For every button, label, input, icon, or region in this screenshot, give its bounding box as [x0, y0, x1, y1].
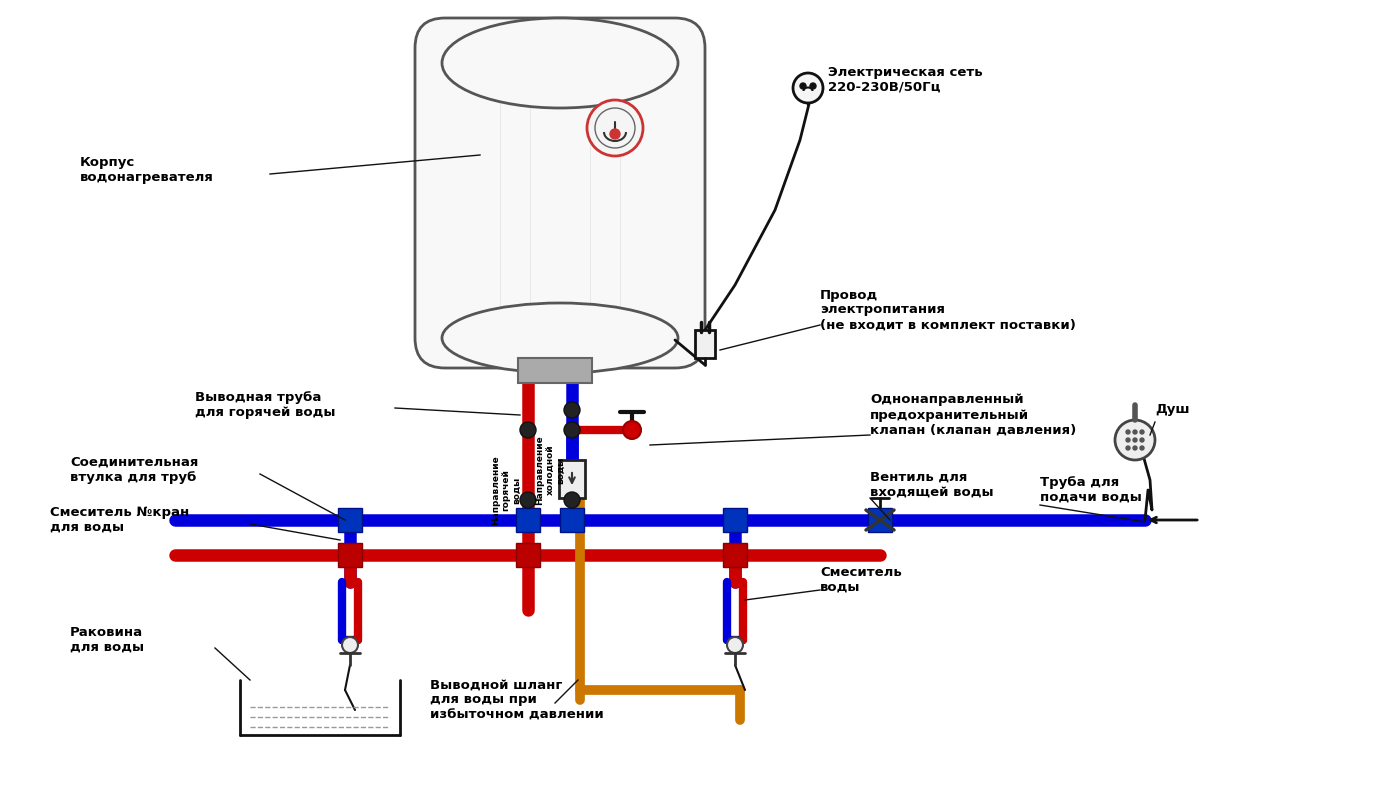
Text: Выводная труба
для горячей воды: Выводная труба для горячей воды — [195, 391, 335, 419]
Bar — [722, 543, 747, 567]
Circle shape — [565, 492, 580, 508]
Text: Однонаправленный
предохранительный
клапан (клапан давления): Однонаправленный предохранительный клапа… — [871, 394, 1077, 437]
Circle shape — [810, 83, 817, 89]
Bar — [338, 543, 363, 567]
Bar — [338, 508, 363, 532]
Circle shape — [595, 108, 635, 148]
Circle shape — [1133, 446, 1138, 450]
Bar — [868, 508, 893, 532]
Text: Душ: Душ — [1156, 403, 1190, 417]
Circle shape — [1116, 420, 1156, 460]
Bar — [516, 508, 540, 532]
Circle shape — [623, 421, 641, 439]
Circle shape — [1127, 430, 1129, 434]
Bar — [561, 508, 584, 532]
Text: Направление
горячей
воды: Направление горячей воды — [491, 455, 520, 525]
Circle shape — [800, 83, 805, 89]
Circle shape — [587, 100, 644, 156]
Text: Провод
электропитания
(не входит в комплект поставки): Провод электропитания (не входит в компл… — [819, 289, 1075, 331]
Circle shape — [565, 402, 580, 418]
Circle shape — [1140, 438, 1145, 442]
Circle shape — [520, 492, 536, 508]
Text: Выводной шланг
для воды при
избыточном давлении: Выводной шланг для воды при избыточном д… — [430, 678, 603, 722]
Circle shape — [1133, 430, 1138, 434]
Circle shape — [610, 129, 620, 139]
Text: Электрическая сеть
220-230В/50Гц: Электрическая сеть 220-230В/50Гц — [828, 66, 983, 94]
Text: Вентиль для
входящей воды: Вентиль для входящей воды — [871, 471, 994, 499]
Text: Корпус
водонагревателя: Корпус водонагревателя — [80, 156, 215, 184]
Bar — [518, 358, 592, 383]
Bar — [516, 543, 540, 567]
Text: Смеситель №кран
для воды: Смеситель №кран для воды — [50, 506, 190, 534]
Ellipse shape — [441, 303, 678, 373]
Text: Соединительная
втулка для труб: Соединительная втулка для труб — [71, 456, 198, 484]
Bar — [722, 508, 747, 532]
FancyBboxPatch shape — [415, 18, 704, 368]
Text: Смеситель
воды: Смеситель воды — [819, 566, 902, 594]
Circle shape — [342, 637, 358, 653]
Circle shape — [565, 422, 580, 438]
Circle shape — [1133, 438, 1138, 442]
Circle shape — [1127, 446, 1129, 450]
Circle shape — [727, 637, 743, 653]
Circle shape — [793, 73, 823, 103]
Circle shape — [520, 422, 536, 438]
Bar — [559, 460, 585, 498]
Circle shape — [1127, 438, 1129, 442]
Text: Труба для
подачи воды: Труба для подачи воды — [1039, 476, 1142, 504]
Circle shape — [1140, 446, 1145, 450]
Ellipse shape — [441, 18, 678, 108]
Text: Раковина
для воды: Раковина для воды — [71, 626, 144, 654]
Bar — [695, 330, 716, 358]
Text: Направление
холодной
воды: Направление холодной воды — [536, 435, 565, 505]
Circle shape — [1140, 430, 1145, 434]
